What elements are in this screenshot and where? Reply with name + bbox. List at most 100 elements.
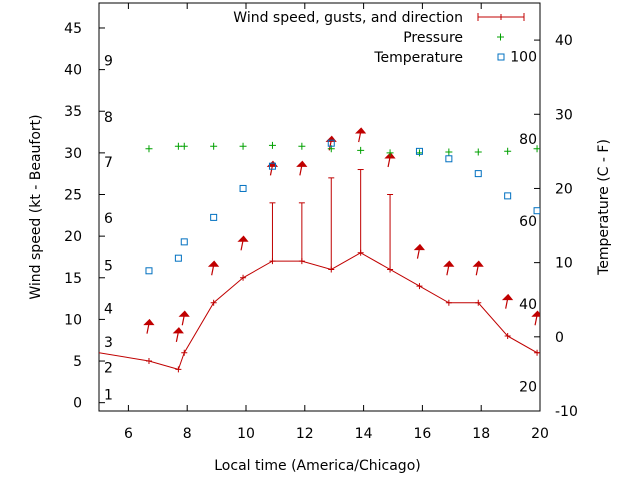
beaufort-label: 5 [104, 258, 113, 274]
x-tick-label: 18 [472, 426, 490, 442]
pressure-point [145, 145, 153, 153]
wind-direction-arrow [354, 127, 367, 134]
legend-label-temperature: Temperature [373, 50, 463, 66]
pressure-point [504, 147, 512, 155]
temperature-point [533, 207, 540, 215]
pressure-point [298, 142, 306, 150]
pressure-point [386, 149, 394, 157]
wind-direction-stem [505, 298, 509, 309]
wind-direction-stem [387, 156, 391, 168]
y2-tick-label: 20 [555, 181, 573, 197]
wind-speed-point [504, 333, 511, 340]
pressure-point [174, 142, 182, 150]
pressure-point [415, 149, 423, 157]
data-layer [99, 127, 540, 373]
wind-speed-point [145, 358, 152, 365]
pressure-point [357, 146, 365, 154]
y-tick-label: 0 [73, 396, 82, 412]
y-tick-label: 30 [64, 146, 82, 162]
temperature-point [180, 238, 188, 246]
y-tick-label: 10 [64, 312, 82, 328]
temperature-point [239, 184, 247, 192]
y-tick-label: 25 [64, 188, 82, 204]
wind-direction-arrow [296, 160, 308, 167]
wind-speed-point [181, 349, 188, 356]
x-tick-label: 14 [355, 426, 373, 442]
x-tick-label: 20 [531, 426, 549, 442]
y2-tick-label: 10 [555, 256, 573, 272]
wind-speed-point [210, 299, 217, 306]
wind-direction-stem [534, 315, 538, 326]
beaufort-label: 1 [104, 387, 113, 403]
wind-direction-arrow [501, 293, 514, 301]
y-tick-label: 40 [64, 63, 82, 79]
wind-direction-stem [475, 265, 479, 276]
beaufort-label: 3 [104, 335, 113, 351]
legend-label-pressure: Pressure [403, 30, 463, 46]
legend-swatch-temperature [497, 53, 505, 61]
plot-border [98, 2, 541, 412]
beaufort-label: 8 [104, 110, 113, 126]
wind-speed-point [475, 299, 482, 306]
wind-direction-stem [269, 165, 274, 176]
y2-tick-label: -10 [555, 404, 578, 420]
beaufort-label: 4 [104, 302, 113, 318]
y-tick-label: 45 [64, 21, 82, 37]
y-axis-title: Wind speed (kt - Beaufort) [28, 114, 44, 299]
y2-tick-label: 0 [555, 330, 564, 346]
temperature-point [474, 170, 482, 178]
wind-direction-stem [146, 323, 150, 334]
wind-direction-arrow [472, 260, 484, 267]
legend-swatch-pressure [497, 33, 504, 41]
wind-direction-arrow [237, 235, 249, 242]
text-layer: 6 8 10 12 14 16 18 20051015202530354045-1001020… [28, 21, 612, 474]
temperature-point [145, 267, 153, 275]
wind-direction-arrow [172, 327, 184, 334]
wind-direction-stem [240, 240, 244, 251]
legend: Wind speed, gusts, and direction Pressure… [233, 10, 525, 66]
series-wind [99, 169, 540, 373]
wind-direction-stem [416, 248, 421, 259]
wind-direction-stem [175, 331, 179, 343]
pressure-point [210, 142, 218, 150]
temperature-point [268, 162, 276, 170]
pressure-point [268, 141, 276, 149]
temperature-point [415, 147, 423, 155]
x-axis-title: Local time (America/Chicago) [214, 458, 420, 474]
y2-tick-label: 40 [555, 33, 573, 49]
wind-speed-line [99, 252, 540, 370]
fahrenheit-label: 20 [519, 380, 537, 396]
wind-speed-point [240, 274, 247, 281]
y-tick-label: 5 [73, 354, 82, 370]
plot-frame [98, 2, 541, 412]
pressure-point [445, 148, 453, 156]
legend-swatch-wind-marker [498, 14, 504, 20]
fahrenheit-label: 60 [519, 214, 537, 230]
fahrenheit-label: 40 [519, 297, 537, 313]
wind-speed-point [416, 283, 423, 290]
wind-speed-point [534, 349, 540, 356]
fahrenheit-label: 80 [519, 132, 537, 148]
beaufort-label: 9 [104, 53, 113, 69]
y-tick-label: 20 [64, 229, 82, 245]
wind-speed-point [445, 299, 452, 306]
x-tick-label: 10 [237, 426, 255, 442]
wind-direction-arrow [207, 260, 220, 267]
pressure-point [474, 148, 482, 156]
y-tick-label: 15 [64, 271, 82, 287]
pressure-point [239, 142, 247, 150]
x-tick-label: 6 [124, 426, 133, 442]
wind-direction-arrow [443, 260, 455, 267]
fahrenheit-label: 100 [510, 49, 537, 65]
temperature-point [174, 254, 182, 262]
wind-direction-stem [446, 265, 450, 276]
temperature-point [327, 139, 335, 147]
wind-direction-arrow [531, 310, 540, 317]
series-temperature [145, 139, 540, 275]
series-pressure [145, 141, 540, 157]
pressure-point [180, 142, 188, 150]
beaufort-label: 2 [104, 361, 113, 377]
beaufort-label: 6 [104, 211, 113, 227]
